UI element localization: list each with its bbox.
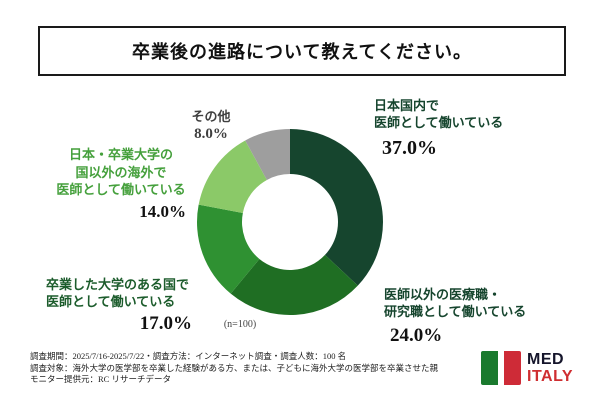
- pie-slice-0: [290, 129, 383, 286]
- pie-slice-3: [198, 140, 267, 214]
- value-other: 8.0%: [194, 126, 228, 142]
- label-japan-doctor-line2: 医師として働いている: [374, 115, 504, 130]
- pie-slice-4: [245, 129, 290, 180]
- value-grad-country: 17.0%: [139, 313, 192, 334]
- italy-flag-icon: [481, 351, 521, 385]
- label-overseas-other-line3: 医師として働いている: [56, 182, 186, 197]
- sample-size-note: (n=100): [223, 319, 257, 330]
- survey-footnotes: 調査期間：2025/7/16-2025/7/22・調査方法：インターネット調査・…: [30, 351, 470, 386]
- footnote-target: 調査対象：海外大学の医学部を卒業した経験がある方、または、子どもに海外大学の医学…: [30, 362, 439, 373]
- logo-text: MED ITALY: [527, 351, 573, 385]
- label-non-doctor-line2: 研究職として働いている: [384, 304, 527, 319]
- label-grad-country-line1: 卒業した大学のある国で: [46, 277, 190, 292]
- footnote-monitor: モニター提供元：RC リサーチデータ: [30, 374, 171, 384]
- donut-chart: [197, 129, 383, 315]
- label-other: その他 8.0%: [172, 108, 250, 143]
- footnote-period: 調査期間：2025/7/16-2025/7/22・調査方法：インターネット調査・…: [30, 351, 347, 361]
- page-title: 卒業後の進路について教えてください。: [131, 42, 473, 62]
- label-japan-doctor-line1: 日本国内で: [374, 98, 440, 113]
- value-japan-doctor: 37.0%: [382, 137, 437, 159]
- pie-slice-1: [230, 254, 358, 315]
- title-box: 卒業後の進路について教えてください。: [38, 26, 566, 76]
- label-grad-country-line2: 医師として働いている: [46, 294, 176, 309]
- pie-slice-2: [197, 204, 260, 294]
- label-other-text: その他: [191, 109, 231, 124]
- label-grad-country: 卒業した大学のある国で 医師として働いている 17.0%: [46, 276, 194, 335]
- label-overseas-other-line1: 日本・卒業大学の: [68, 147, 173, 162]
- label-non-doctor: 医師以外の医療職・ 研究職として働いている 24.0%: [384, 286, 584, 347]
- label-non-doctor-line1: 医師以外の医療職・: [384, 287, 502, 302]
- label-japan-doctor: 日本国内で 医師として働いている 37.0%: [374, 97, 554, 160]
- value-overseas-other: 14.0%: [139, 201, 186, 221]
- logo-med: MED: [527, 351, 565, 368]
- label-overseas-other-line2: 国以外の海外で: [75, 164, 167, 180]
- value-non-doctor: 24.0%: [390, 325, 443, 346]
- label-overseas-other: 日本・卒業大学の 国以外の海外で 医師として働いている 14.0%: [52, 146, 190, 222]
- med-italy-logo: MED ITALY: [481, 351, 573, 385]
- logo-italy: ITALY: [527, 368, 574, 385]
